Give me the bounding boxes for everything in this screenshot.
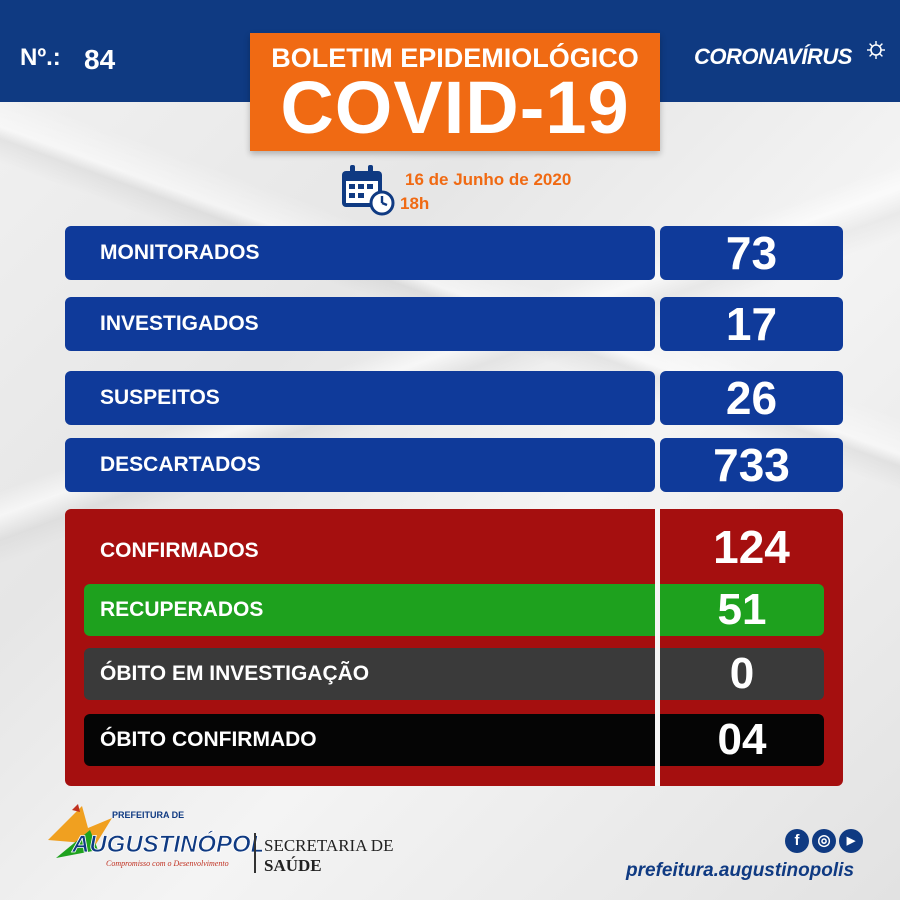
stat-value-monitorados: 73 (660, 226, 843, 280)
bulletin-number: 84 (84, 44, 116, 75)
stat-label-investigados: INVESTIGADOS (65, 297, 655, 351)
stat-label-suspeitos: SUSPEITOS (65, 371, 655, 425)
death-investigation-row: ÓBITO EM INVESTIGAÇÃO 0 (84, 648, 824, 700)
stat-label-descartados: DESCARTADOS (65, 438, 655, 492)
death-investigation-label: ÓBITO EM INVESTIGAÇÃO (100, 662, 370, 685)
secretaria-line2: SAÚDE (264, 856, 322, 875)
stat-label-text: DESCARTADOS (100, 453, 261, 476)
death-investigation-value: 0 (729, 649, 755, 698)
bulletin-title-box: BOLETIM EPIDEMIOLÓGICO COVID-19 (250, 33, 660, 151)
stat-value-text: 73 (725, 227, 778, 279)
prefeitura-logo: PREFEITURA DE AUGUSTINÓPOLIS Compromisso… (48, 804, 262, 868)
footer-divider (254, 833, 256, 873)
confirmed-value: 124 (713, 521, 790, 573)
secretaria-line1: SECRETARIA DE (264, 836, 394, 855)
calendar-clock-icon (342, 165, 395, 216)
row-divider (655, 584, 660, 636)
confirmed-label: CONFIRMADOS (100, 539, 259, 562)
covid-title: COVID-19 (280, 66, 630, 149)
stat-value-text: 17 (725, 298, 778, 350)
bulletin-title: BOLETIM EPIDEMIOLÓGICO (271, 43, 639, 73)
youtube-icon[interactable]: ▶ (839, 829, 863, 853)
recovered-row: RECUPERADOS 51 (84, 584, 824, 636)
stat-label-text: SUSPEITOS (100, 386, 220, 409)
bulletin-number-label: Nº.: (20, 44, 61, 71)
row-divider (655, 648, 660, 700)
stat-value-text: 733 (713, 439, 790, 491)
bulletin-date: 16 de Junho de 2020 (405, 170, 572, 189)
stat-value-descartados: 733 (660, 438, 843, 492)
row-divider (655, 714, 660, 766)
coronavirus-brand: CORONAVÍRUS (694, 44, 852, 69)
stat-value-investigados: 17 (660, 297, 843, 351)
logo-top-text: PREFEITURA DE (112, 810, 184, 820)
stat-label-monitorados: MONITORADOS (65, 226, 655, 280)
panel-divider (655, 509, 660, 786)
recovered-value: 51 (717, 585, 767, 634)
stat-label-text: INVESTIGADOS (100, 312, 259, 335)
stat-value-text: 26 (725, 372, 778, 424)
bulletin-time: 18h (400, 194, 430, 213)
logo-name-text: AUGUSTINÓPOLIS (71, 830, 262, 858)
stat-label-text: MONITORADOS (100, 241, 260, 264)
virus-icon (867, 41, 885, 59)
facebook-icon[interactable]: f (785, 829, 809, 853)
logo-slogan-text: Compromisso com o Desenvolvimento (106, 859, 229, 868)
website-link[interactable]: prefeitura.augustinopolis (626, 860, 855, 881)
stat-value-suspeitos: 26 (660, 371, 843, 425)
death-confirmed-label: ÓBITO CONFIRMADO (100, 728, 317, 751)
instagram-icon[interactable]: ◎ (812, 829, 836, 853)
death-confirmed-value: 04 (717, 715, 767, 764)
death-confirmed-row: ÓBITO CONFIRMADO 04 (84, 714, 824, 766)
recovered-label: RECUPERADOS (100, 598, 264, 621)
